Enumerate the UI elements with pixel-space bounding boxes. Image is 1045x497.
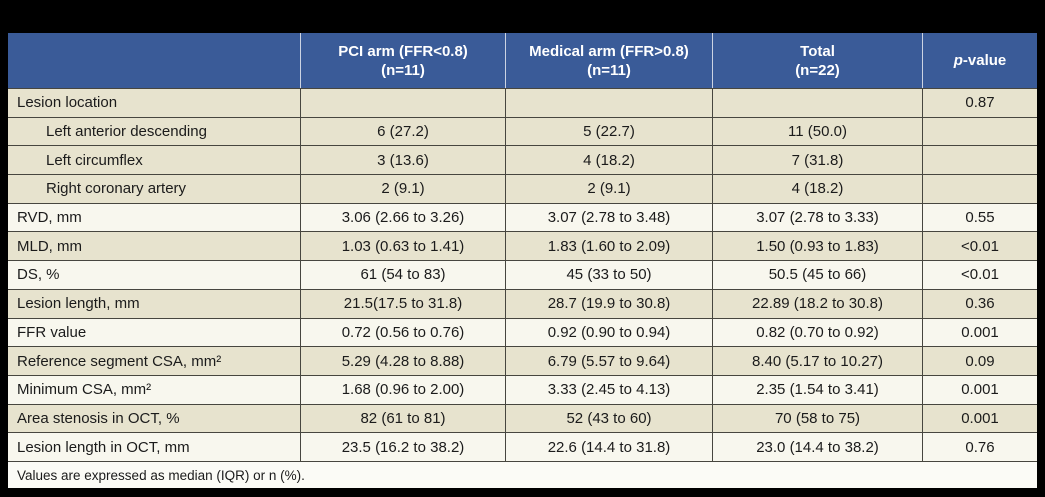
total-cell: 2.35 (1.54 to 3.41) bbox=[712, 375, 922, 404]
table-row: MLD, mm 1.03 (0.63 to 1.41) 1.83 (1.60 to … bbox=[8, 231, 1037, 261]
table-row: Lesion length, mm 21.5(17.5 to 31.8) 28.7 … bbox=[8, 288, 1037, 318]
medical-arm-cell: 5 (22.7) bbox=[505, 117, 712, 146]
p-value-cell: 0.87 bbox=[922, 89, 1037, 117]
header-line: (n=11) bbox=[381, 61, 425, 79]
total-cell: 23.0 (14.4 to 38.2) bbox=[712, 433, 922, 461]
pci-arm-cell: 5.29 (4.28 to 8.88) bbox=[300, 347, 505, 375]
medical-arm-cell: 1.83 (1.60 to 2.09) bbox=[505, 232, 712, 261]
row-label-cell: MLD, mm bbox=[17, 237, 82, 255]
medical-arm-cell: 22.6 (14.4 to 31.8) bbox=[505, 433, 712, 461]
pci-arm-cell: 3.06 (2.66 to 3.26) bbox=[300, 203, 505, 232]
table-footnote: Values are expressed as median (IQR) or … bbox=[8, 461, 1037, 488]
row-label-cell: Reference segment CSA, mm² bbox=[17, 352, 222, 370]
total-cell: 50.5 (45 to 66) bbox=[712, 261, 922, 289]
table-row: Minimum CSA, mm² 1.68 (0.96 to 2.00) 3.33 … bbox=[8, 374, 1037, 404]
medical-arm-cell: 52 (43 to 60) bbox=[505, 404, 712, 433]
table-row: Area stenosis in OCT, % 82 (61 to 81) 52 (… bbox=[8, 403, 1037, 433]
medical-arm-cell: 6.79 (5.57 to 9.64) bbox=[505, 347, 712, 375]
table-row: Left anterior descending 6 (27.2) 5 (22.7)… bbox=[8, 116, 1037, 146]
row-label-cell: Area stenosis in OCT, % bbox=[17, 409, 180, 427]
row-label-cell: DS, % bbox=[17, 266, 60, 284]
header-line: (n=22) bbox=[795, 61, 840, 79]
table-row: Lesion location 0.87 bbox=[8, 88, 1037, 117]
column-header-label bbox=[8, 33, 300, 88]
row-label-cell: Left circumflex bbox=[46, 151, 143, 169]
table-row: Lesion length in OCT, mm 23.5 (16.2 to 38… bbox=[8, 432, 1037, 461]
total-cell: 22.89 (18.2 to 30.8) bbox=[712, 289, 922, 318]
p-value-cell: 0.09 bbox=[922, 347, 1037, 375]
row-label-cell: Left anterior descending bbox=[46, 123, 207, 141]
p-value-cell: 0.76 bbox=[922, 433, 1037, 461]
row-label-cell: Right coronary artery bbox=[46, 180, 187, 198]
medical-arm-cell: 28.7 (19.9 to 30.8) bbox=[505, 289, 712, 318]
total-cell: 1.50 (0.93 to 1.83) bbox=[712, 232, 922, 261]
total-cell: 3.07 (2.78 to 3.33) bbox=[712, 203, 922, 232]
p-value-cell: 0.36 bbox=[922, 289, 1037, 318]
p-value-cell bbox=[922, 146, 1037, 175]
table-row: Reference segment CSA, mm² 5.29 (4.28 to … bbox=[8, 346, 1037, 375]
total-cell: 0.82 (0.70 to 0.92) bbox=[712, 318, 922, 347]
column-header-total: Total (n=22) bbox=[712, 33, 922, 88]
row-label-cell: Lesion length in OCT, mm bbox=[17, 438, 190, 456]
pci-arm-cell: 82 (61 to 81) bbox=[300, 404, 505, 433]
pci-arm-cell: 61 (54 to 83) bbox=[300, 261, 505, 289]
total-cell: 70 (58 to 75) bbox=[712, 404, 922, 433]
medical-arm-cell: 3.07 (2.78 to 3.48) bbox=[505, 203, 712, 232]
p-value-cell: <0.01 bbox=[922, 232, 1037, 261]
total-cell: 7 (31.8) bbox=[712, 146, 922, 175]
table-header-row: PCI arm (FFR<0.8) (n=11) Medical arm (FFR>… bbox=[8, 33, 1037, 88]
p-value-cell bbox=[922, 117, 1037, 146]
pci-arm-cell: 1.03 (0.63 to 1.41) bbox=[300, 232, 505, 261]
pci-arm-cell: 2 (9.1) bbox=[300, 175, 505, 203]
medical-arm-cell bbox=[505, 89, 712, 117]
header-line: (n=11) bbox=[587, 61, 631, 79]
pci-arm-cell: 6 (27.2) bbox=[300, 117, 505, 146]
header-line: PCI arm (FFR<0.8) bbox=[338, 42, 468, 60]
pci-arm-cell: 21.5(17.5 to 31.8) bbox=[300, 289, 505, 318]
p-value-cell: 0.001 bbox=[922, 318, 1037, 347]
pci-arm-cell: 23.5 (16.2 to 38.2) bbox=[300, 433, 505, 461]
total-cell bbox=[712, 89, 922, 117]
column-header-medical-arm: Medical arm (FFR>0.8) (n=11) bbox=[505, 33, 712, 88]
total-cell: 8.40 (5.17 to 10.27) bbox=[712, 347, 922, 375]
table-row: Left circumflex 3 (13.6) 4 (18.2) 7 (31.8) bbox=[8, 145, 1037, 175]
pci-arm-cell: 3 (13.6) bbox=[300, 146, 505, 175]
column-header-pci-arm: PCI arm (FFR<0.8) (n=11) bbox=[300, 33, 505, 88]
table-row: Right coronary artery 2 (9.1) 2 (9.1) 4 (18… bbox=[8, 174, 1037, 203]
p-value-cell: 0.001 bbox=[922, 375, 1037, 404]
row-label-cell: FFR value bbox=[17, 323, 87, 341]
total-cell: 11 (50.0) bbox=[712, 117, 922, 146]
medical-arm-cell: 45 (33 to 50) bbox=[505, 261, 712, 289]
pci-arm-cell: 0.72 (0.56 to 0.76) bbox=[300, 318, 505, 347]
p-value-cell: 0.55 bbox=[922, 203, 1037, 232]
table-row: RVD, mm 3.06 (2.66 to 3.26) 3.07 (2.78 to … bbox=[8, 202, 1037, 232]
medical-arm-cell: 4 (18.2) bbox=[505, 146, 712, 175]
footnote-text: Values are expressed as median (IQR) or … bbox=[17, 467, 305, 483]
column-header-p-value: p-value bbox=[922, 33, 1037, 88]
medical-arm-cell: 2 (9.1) bbox=[505, 175, 712, 203]
header-line: Medical arm (FFR>0.8) bbox=[529, 42, 689, 60]
header-line: Total bbox=[800, 42, 835, 60]
p-value-cell bbox=[922, 175, 1037, 203]
row-label-cell: Lesion location bbox=[17, 94, 118, 112]
table-body: Lesion location 0.87 Left anterior descend… bbox=[8, 88, 1037, 461]
pci-arm-cell bbox=[300, 89, 505, 117]
medical-arm-cell: 0.92 (0.90 to 0.94) bbox=[505, 318, 712, 347]
medical-arm-cell: 3.33 (2.45 to 4.13) bbox=[505, 375, 712, 404]
p-value-cell: <0.01 bbox=[922, 261, 1037, 289]
header-line: p-value bbox=[953, 52, 1007, 69]
total-cell: 4 (18.2) bbox=[712, 175, 922, 203]
table-row: DS, % 61 (54 to 83) 45 (33 to 50) 50.5 (45 … bbox=[8, 260, 1037, 289]
p-value-cell: 0.001 bbox=[922, 404, 1037, 433]
row-label-cell: Minimum CSA, mm² bbox=[17, 381, 152, 399]
lesion-characteristics-table: PCI arm (FFR<0.8) (n=11) Medical arm (FFR>… bbox=[8, 33, 1037, 488]
pci-arm-cell: 1.68 (0.96 to 2.00) bbox=[300, 375, 505, 404]
row-label-cell: RVD, mm bbox=[17, 209, 82, 227]
table-row: FFR value 0.72 (0.56 to 0.76) 0.92 (0.90 t… bbox=[8, 317, 1037, 347]
row-label-cell: Lesion length, mm bbox=[17, 295, 140, 313]
